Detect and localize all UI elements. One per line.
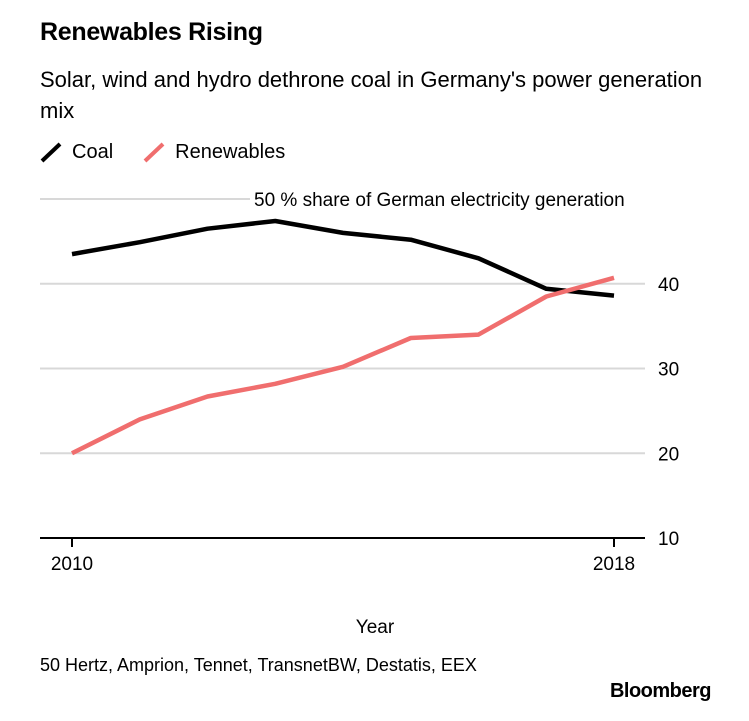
y-tick-label-10: 10 (658, 529, 679, 550)
y-tick-label-50: 50 % share of German electricity generat… (254, 190, 625, 211)
legend-item-coal: Coal (40, 141, 113, 164)
x-tick-label-2010: 2010 (51, 554, 93, 575)
x-tick-label-2018: 2018 (593, 554, 635, 575)
legend-swatch-coal (40, 142, 62, 163)
chart-subtitle: Solar, wind and hydro dethrone coal in G… (40, 67, 703, 123)
bloomberg-logo: Bloomberg (609, 680, 712, 702)
x-axis-title: Year (356, 617, 395, 638)
legend-label-coal: Coal (72, 140, 114, 163)
legend-item-renewables: Renewables (143, 141, 285, 164)
y-tick-label-40: 40 (658, 275, 679, 296)
chart-title: Renewables Rising (40, 18, 263, 46)
series-line-coal (71, 218, 615, 298)
series-line-renewables (70, 275, 615, 456)
y-tick-label-30: 30 (658, 360, 679, 381)
legend-swatch-renewables (143, 142, 165, 163)
y-tick-label-20: 20 (658, 444, 679, 465)
source-note: 50 Hertz, Amprion, Tennet, TransnetBW, D… (40, 655, 477, 675)
legend: Coal Renewables (40, 139, 315, 165)
legend-label-renewables: Renewables (175, 140, 286, 163)
